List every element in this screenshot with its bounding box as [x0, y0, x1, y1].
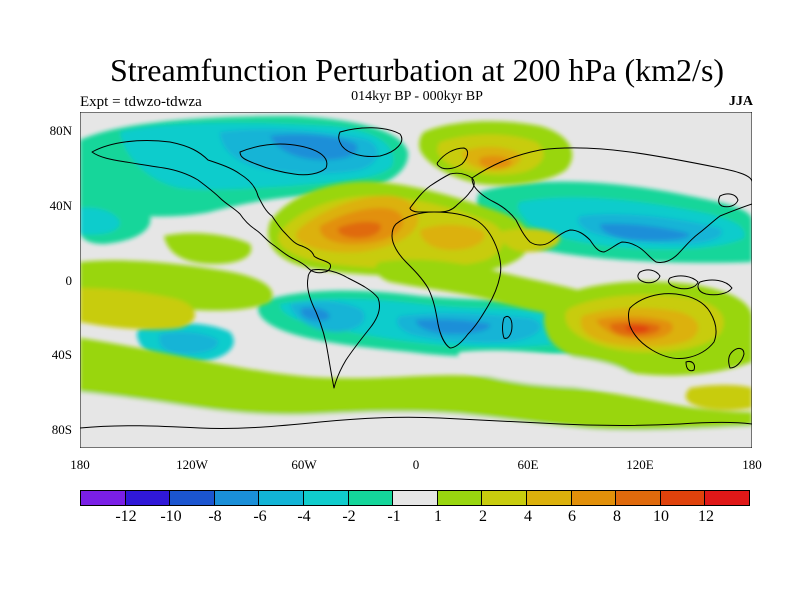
lat-tick-label: 80N — [49, 123, 72, 138]
colorbar-swatch — [571, 491, 617, 505]
colorbar-label: -1 — [387, 508, 401, 525]
positive-anomaly-regions — [80, 121, 752, 448]
colorbar-swatch — [526, 491, 572, 505]
streamfunction-map — [80, 112, 752, 448]
colorbar-swatch — [482, 491, 527, 505]
colorbar-label: 6 — [568, 508, 576, 525]
colorbar-swatch — [81, 491, 126, 505]
colorbar-swatch — [259, 491, 304, 505]
colorbar-swatch — [170, 491, 215, 505]
colorbar-label: -12 — [115, 508, 137, 525]
experiment-label: Expt = tdwzo-tdwza — [80, 94, 202, 110]
lon-tick-label: 120W — [176, 457, 208, 472]
map-subtitle: 014kyr BP - 000kyr BP — [351, 89, 483, 104]
lat-tick-label: 40S — [51, 347, 72, 362]
lon-tick-label: 120E — [626, 457, 654, 472]
colorbar-label: -4 — [297, 508, 311, 525]
colorbar-label: 12 — [698, 508, 714, 525]
lat-tick-label: 0 — [65, 273, 73, 288]
colorbar-swatch — [616, 491, 661, 505]
colorbar-swatch — [705, 491, 749, 505]
lat-tick-label: 40N — [49, 198, 72, 213]
colorbar-swatch — [303, 491, 349, 505]
colorbar-swatch — [660, 491, 706, 505]
season-label: JJA — [728, 94, 753, 109]
colorbar-label: -8 — [208, 508, 222, 525]
coastlines — [80, 127, 752, 430]
colorbar-label: -6 — [253, 508, 267, 525]
colorbar-label: -2 — [342, 508, 356, 525]
colorbar-label: 8 — [613, 508, 621, 525]
lon-tick-label: 60W — [291, 457, 317, 472]
lon-tick-label: 180 — [742, 457, 762, 472]
colorbar-swatch — [348, 491, 394, 505]
colorbar-label: -10 — [160, 508, 182, 525]
colorbar-label: 4 — [524, 508, 532, 525]
colorbar-swatch — [125, 491, 171, 505]
colorbar-swatch — [437, 491, 483, 505]
map-title: Streamfunction Perturbation at 200 hPa (… — [109, 52, 725, 88]
lon-tick-label: 0 — [412, 457, 420, 472]
colorbar-label: 2 — [479, 508, 487, 525]
colorbar-label: 10 — [653, 508, 669, 525]
lon-tick-label: 180 — [70, 457, 90, 472]
colorbar-swatch — [393, 491, 438, 505]
lat-tick-label: 80S — [51, 422, 72, 437]
lon-tick-label: 60E — [517, 457, 539, 472]
colorbar-swatch — [214, 491, 260, 505]
colorbar — [80, 490, 750, 506]
colorbar-label: 1 — [434, 508, 442, 525]
